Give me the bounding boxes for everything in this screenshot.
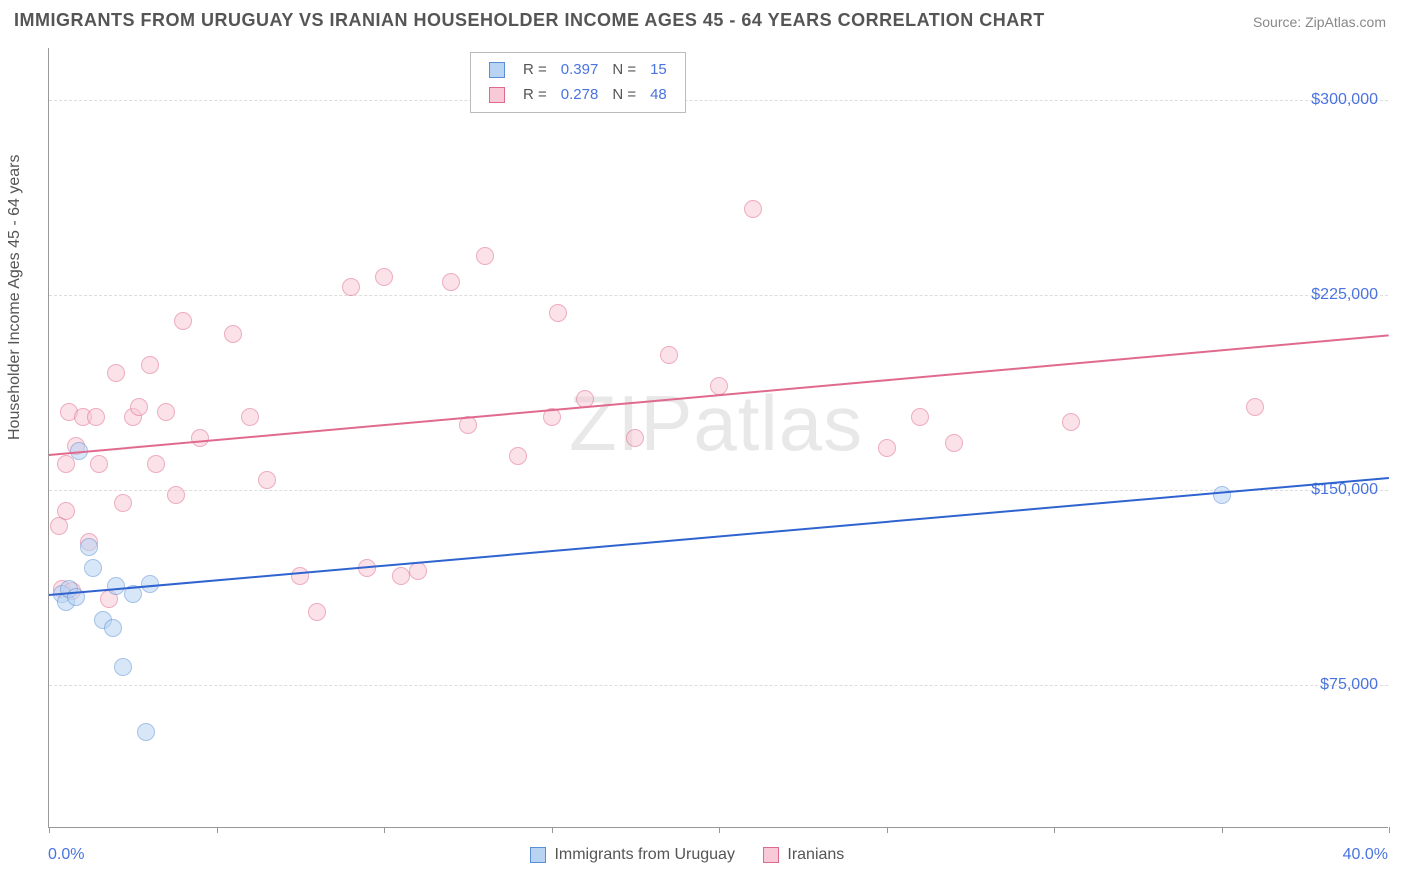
legend-item: Iranians	[763, 846, 844, 863]
y-tick-label: $75,000	[1320, 676, 1378, 694]
data-point	[291, 567, 309, 585]
legend-item: Immigrants from Uruguay	[530, 846, 735, 863]
data-point	[945, 434, 963, 452]
correlation-stats-legend: R =0.397N =15R =0.278N =48	[470, 52, 686, 113]
stats-table: R =0.397N =15R =0.278N =48	[481, 57, 675, 108]
data-point	[104, 619, 122, 637]
data-point	[1062, 413, 1080, 431]
chart-title: IMMIGRANTS FROM URUGUAY VS IRANIAN HOUSE…	[14, 10, 1045, 31]
x-tick	[887, 827, 888, 833]
data-point	[1246, 398, 1264, 416]
source-link[interactable]: ZipAtlas.com	[1305, 14, 1386, 30]
data-point	[308, 603, 326, 621]
data-point	[107, 577, 125, 595]
gridline	[49, 490, 1388, 491]
x-tick	[49, 827, 50, 833]
x-tick	[1389, 827, 1390, 833]
data-point	[710, 377, 728, 395]
x-tick	[217, 827, 218, 833]
series-legend: Immigrants from Uruguay Iranians	[530, 846, 872, 864]
data-point	[114, 494, 132, 512]
stats-row: R =0.278N =48	[483, 84, 673, 107]
trend-line	[49, 477, 1389, 596]
data-point	[660, 346, 678, 364]
data-point	[80, 538, 98, 556]
data-point	[84, 559, 102, 577]
data-point	[87, 408, 105, 426]
data-point	[50, 517, 68, 535]
data-point	[342, 278, 360, 296]
x-axis-min-label: 0.0%	[48, 846, 84, 864]
data-point	[57, 502, 75, 520]
data-point	[744, 200, 762, 218]
data-point	[147, 455, 165, 473]
gridline	[49, 100, 1388, 101]
data-point	[141, 356, 159, 374]
data-point	[114, 658, 132, 676]
data-point	[107, 364, 125, 382]
x-tick	[719, 827, 720, 833]
gridline	[49, 295, 1388, 296]
data-point	[626, 429, 644, 447]
data-point	[174, 312, 192, 330]
data-point	[90, 455, 108, 473]
scatter-plot-area: ZIPatlas $75,000$150,000$225,000$300,000	[48, 48, 1388, 828]
source-attribution: Source: ZipAtlas.com	[1253, 14, 1386, 30]
data-point	[157, 403, 175, 421]
data-point	[549, 304, 567, 322]
data-point	[191, 429, 209, 447]
x-tick	[384, 827, 385, 833]
data-point	[476, 247, 494, 265]
data-point	[241, 408, 259, 426]
x-axis-max-label: 40.0%	[1343, 846, 1388, 864]
source-prefix: Source:	[1253, 14, 1305, 30]
data-point	[911, 408, 929, 426]
data-point	[509, 447, 527, 465]
y-axis-label: Householder Income Ages 45 - 64 years	[6, 155, 24, 441]
y-tick-label: $225,000	[1311, 286, 1378, 304]
data-point	[442, 273, 460, 291]
data-point	[375, 268, 393, 286]
y-tick-label: $300,000	[1311, 91, 1378, 109]
data-point	[167, 486, 185, 504]
x-tick	[552, 827, 553, 833]
data-point	[392, 567, 410, 585]
data-point	[130, 398, 148, 416]
data-point	[258, 471, 276, 489]
data-point	[224, 325, 242, 343]
data-point	[878, 439, 896, 457]
data-point	[137, 723, 155, 741]
x-tick	[1222, 827, 1223, 833]
trend-line	[49, 334, 1389, 456]
gridline	[49, 685, 1388, 686]
data-point	[1213, 486, 1231, 504]
x-tick	[1054, 827, 1055, 833]
data-point	[57, 455, 75, 473]
stats-row: R =0.397N =15	[483, 59, 673, 82]
